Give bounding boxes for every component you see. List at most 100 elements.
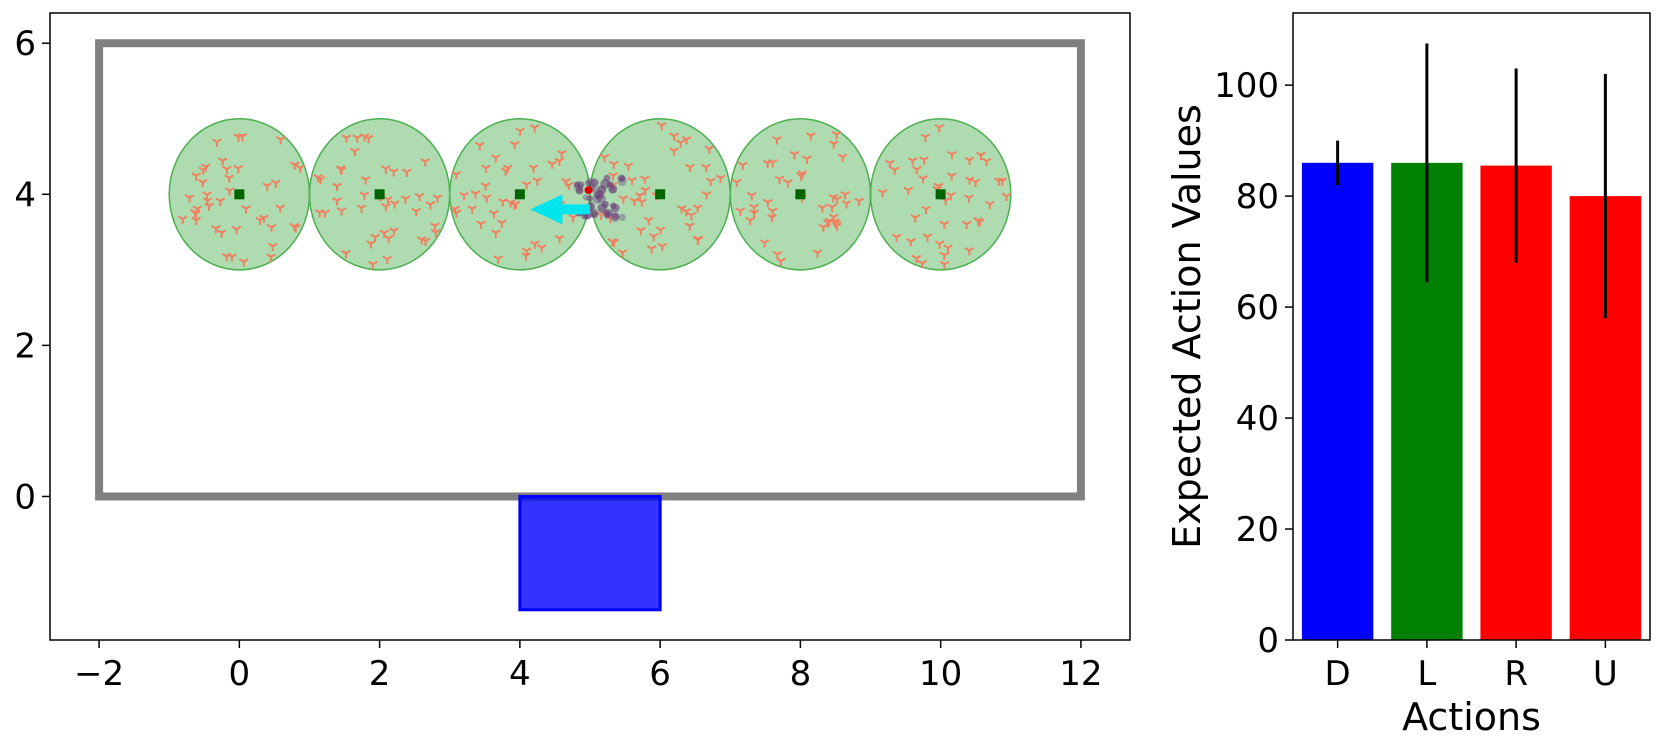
y-tick-label: 0 (1257, 621, 1279, 661)
particle-marker (401, 168, 412, 177)
particle-marker (618, 195, 629, 204)
particle-marker (981, 157, 992, 167)
particle-marker (509, 140, 520, 150)
particle-marker (701, 190, 712, 200)
particle-marker (774, 175, 785, 184)
particle-marker (554, 234, 565, 244)
particle-marker (379, 229, 389, 239)
particle-marker (797, 170, 808, 179)
particle-marker (227, 253, 237, 262)
agent-particle (617, 176, 627, 187)
particle-marker (693, 235, 703, 244)
particle-marker (745, 216, 755, 226)
particle-marker (266, 253, 276, 262)
agent-particle (610, 202, 617, 209)
particle-marker (502, 164, 513, 173)
particle-marker (675, 139, 686, 148)
policy-arrow-head (530, 194, 563, 225)
particle-marker (997, 177, 1008, 186)
particle-marker (939, 260, 950, 270)
particle-marker (476, 220, 486, 229)
x-tick-label: 8 (790, 654, 812, 694)
particle-marker (381, 203, 391, 212)
goal-region (518, 494, 662, 612)
bar-D (1301, 162, 1374, 641)
y-tick-label: 20 (1236, 510, 1279, 550)
particle-marker (197, 178, 208, 188)
particle-marker (840, 190, 850, 200)
x-tick-label: 2 (369, 654, 391, 694)
particle-marker (336, 207, 347, 216)
particle-marker (656, 121, 667, 131)
particle-marker (215, 197, 226, 206)
particle-marker (367, 260, 378, 270)
particle-marker (352, 134, 363, 143)
particle-marker (627, 176, 637, 186)
particle-marker (217, 157, 228, 166)
particle-marker (767, 207, 778, 216)
particle-marker (762, 159, 773, 169)
particle-marker (749, 209, 759, 218)
particle-marker (432, 194, 443, 203)
y-tick-label: 40 (1236, 399, 1279, 439)
particle-marker (854, 197, 864, 206)
x-tick-label: −2 (74, 654, 124, 694)
particle-marker (599, 153, 610, 163)
y-tick-label: 80 (1236, 177, 1279, 217)
agent-particle (597, 203, 608, 213)
particle-marker (480, 182, 491, 191)
particle-marker (233, 164, 244, 174)
particle-marker (192, 205, 203, 214)
particle-marker (202, 197, 213, 206)
y-tick-label: 60 (1236, 288, 1279, 328)
particle-marker (939, 251, 950, 261)
particle-marker (934, 240, 945, 249)
particle-marker (380, 165, 391, 174)
particle-marker (332, 197, 342, 206)
particle-marker (609, 238, 619, 248)
particle-marker (686, 211, 697, 221)
particle-marker (497, 198, 508, 207)
particle-marker (617, 249, 628, 258)
particle-marker (907, 157, 918, 166)
particle-marker (210, 225, 221, 234)
particle-marker (341, 134, 352, 143)
particle-marker (910, 214, 921, 223)
particle-marker (681, 136, 692, 145)
particle-marker (561, 177, 571, 187)
action-values-bar-chart: D L R U 0 20 40 60 80 100 Actions Expected Action V… (1165, 12, 1651, 739)
particle-marker (488, 210, 499, 219)
x-tick-label: 6 (649, 654, 671, 694)
particle-marker (547, 160, 558, 169)
particle-marker (191, 216, 202, 226)
particle-marker (389, 227, 399, 236)
y-tick-label: 2 (14, 326, 36, 366)
particle-marker (945, 191, 956, 201)
particle-marker (655, 226, 666, 235)
particle-marker (961, 220, 972, 230)
particle-marker (529, 124, 540, 133)
particle-marker (335, 165, 346, 174)
particle-marker (676, 204, 687, 214)
agent-particle (603, 211, 611, 219)
particle-marker (684, 222, 695, 231)
particle-marker (521, 181, 532, 190)
particle-marker (943, 244, 953, 253)
particle-marker (767, 213, 777, 223)
agent-particle (611, 212, 620, 221)
particle-marker (202, 191, 212, 200)
particle-marker (772, 250, 783, 260)
particle-marker (964, 176, 975, 185)
particle-marker (964, 156, 975, 166)
particle-marker (1001, 192, 1012, 201)
particle-marker (906, 238, 916, 247)
particle-marker (918, 175, 928, 184)
particle-marker (481, 164, 491, 173)
particle-marker (701, 163, 711, 173)
particle-marker (917, 259, 928, 269)
particle-marker (964, 247, 975, 256)
particle-marker (191, 172, 202, 181)
particle-marker (657, 242, 668, 252)
particle-marker (200, 163, 211, 172)
